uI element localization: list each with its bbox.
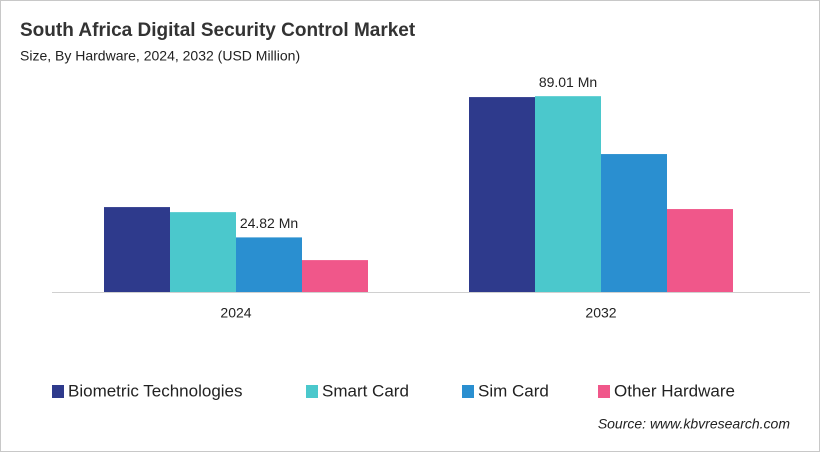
bar — [170, 212, 236, 292]
legend-label: Sim Card — [478, 381, 549, 400]
legend-label: Biometric Technologies — [68, 381, 243, 400]
bar — [469, 97, 535, 292]
chart-subtitle: Size, By Hardware, 2024, 2032 (USD Milli… — [20, 48, 300, 64]
bar — [302, 260, 368, 292]
legend-swatch — [598, 385, 610, 398]
bar — [104, 207, 170, 292]
bar — [236, 237, 302, 292]
legend-swatch — [462, 385, 474, 398]
legend-swatch — [52, 385, 64, 398]
bar — [601, 154, 667, 292]
x-tick-label: 2024 — [220, 305, 251, 321]
x-tick-label: 2032 — [585, 305, 616, 321]
legend-swatch — [306, 385, 318, 398]
value-label: 89.01 Mn — [539, 74, 597, 90]
source: Source: www.kbvresearch.com — [598, 416, 791, 432]
chart-title: South Africa Digital Security Control Ma… — [20, 20, 416, 41]
bar — [667, 209, 733, 292]
value-label: 24.82 Mn — [240, 215, 298, 231]
legend-label: Other Hardware — [614, 381, 735, 400]
legend-label: Smart Card — [322, 381, 409, 400]
bar — [535, 96, 601, 292]
